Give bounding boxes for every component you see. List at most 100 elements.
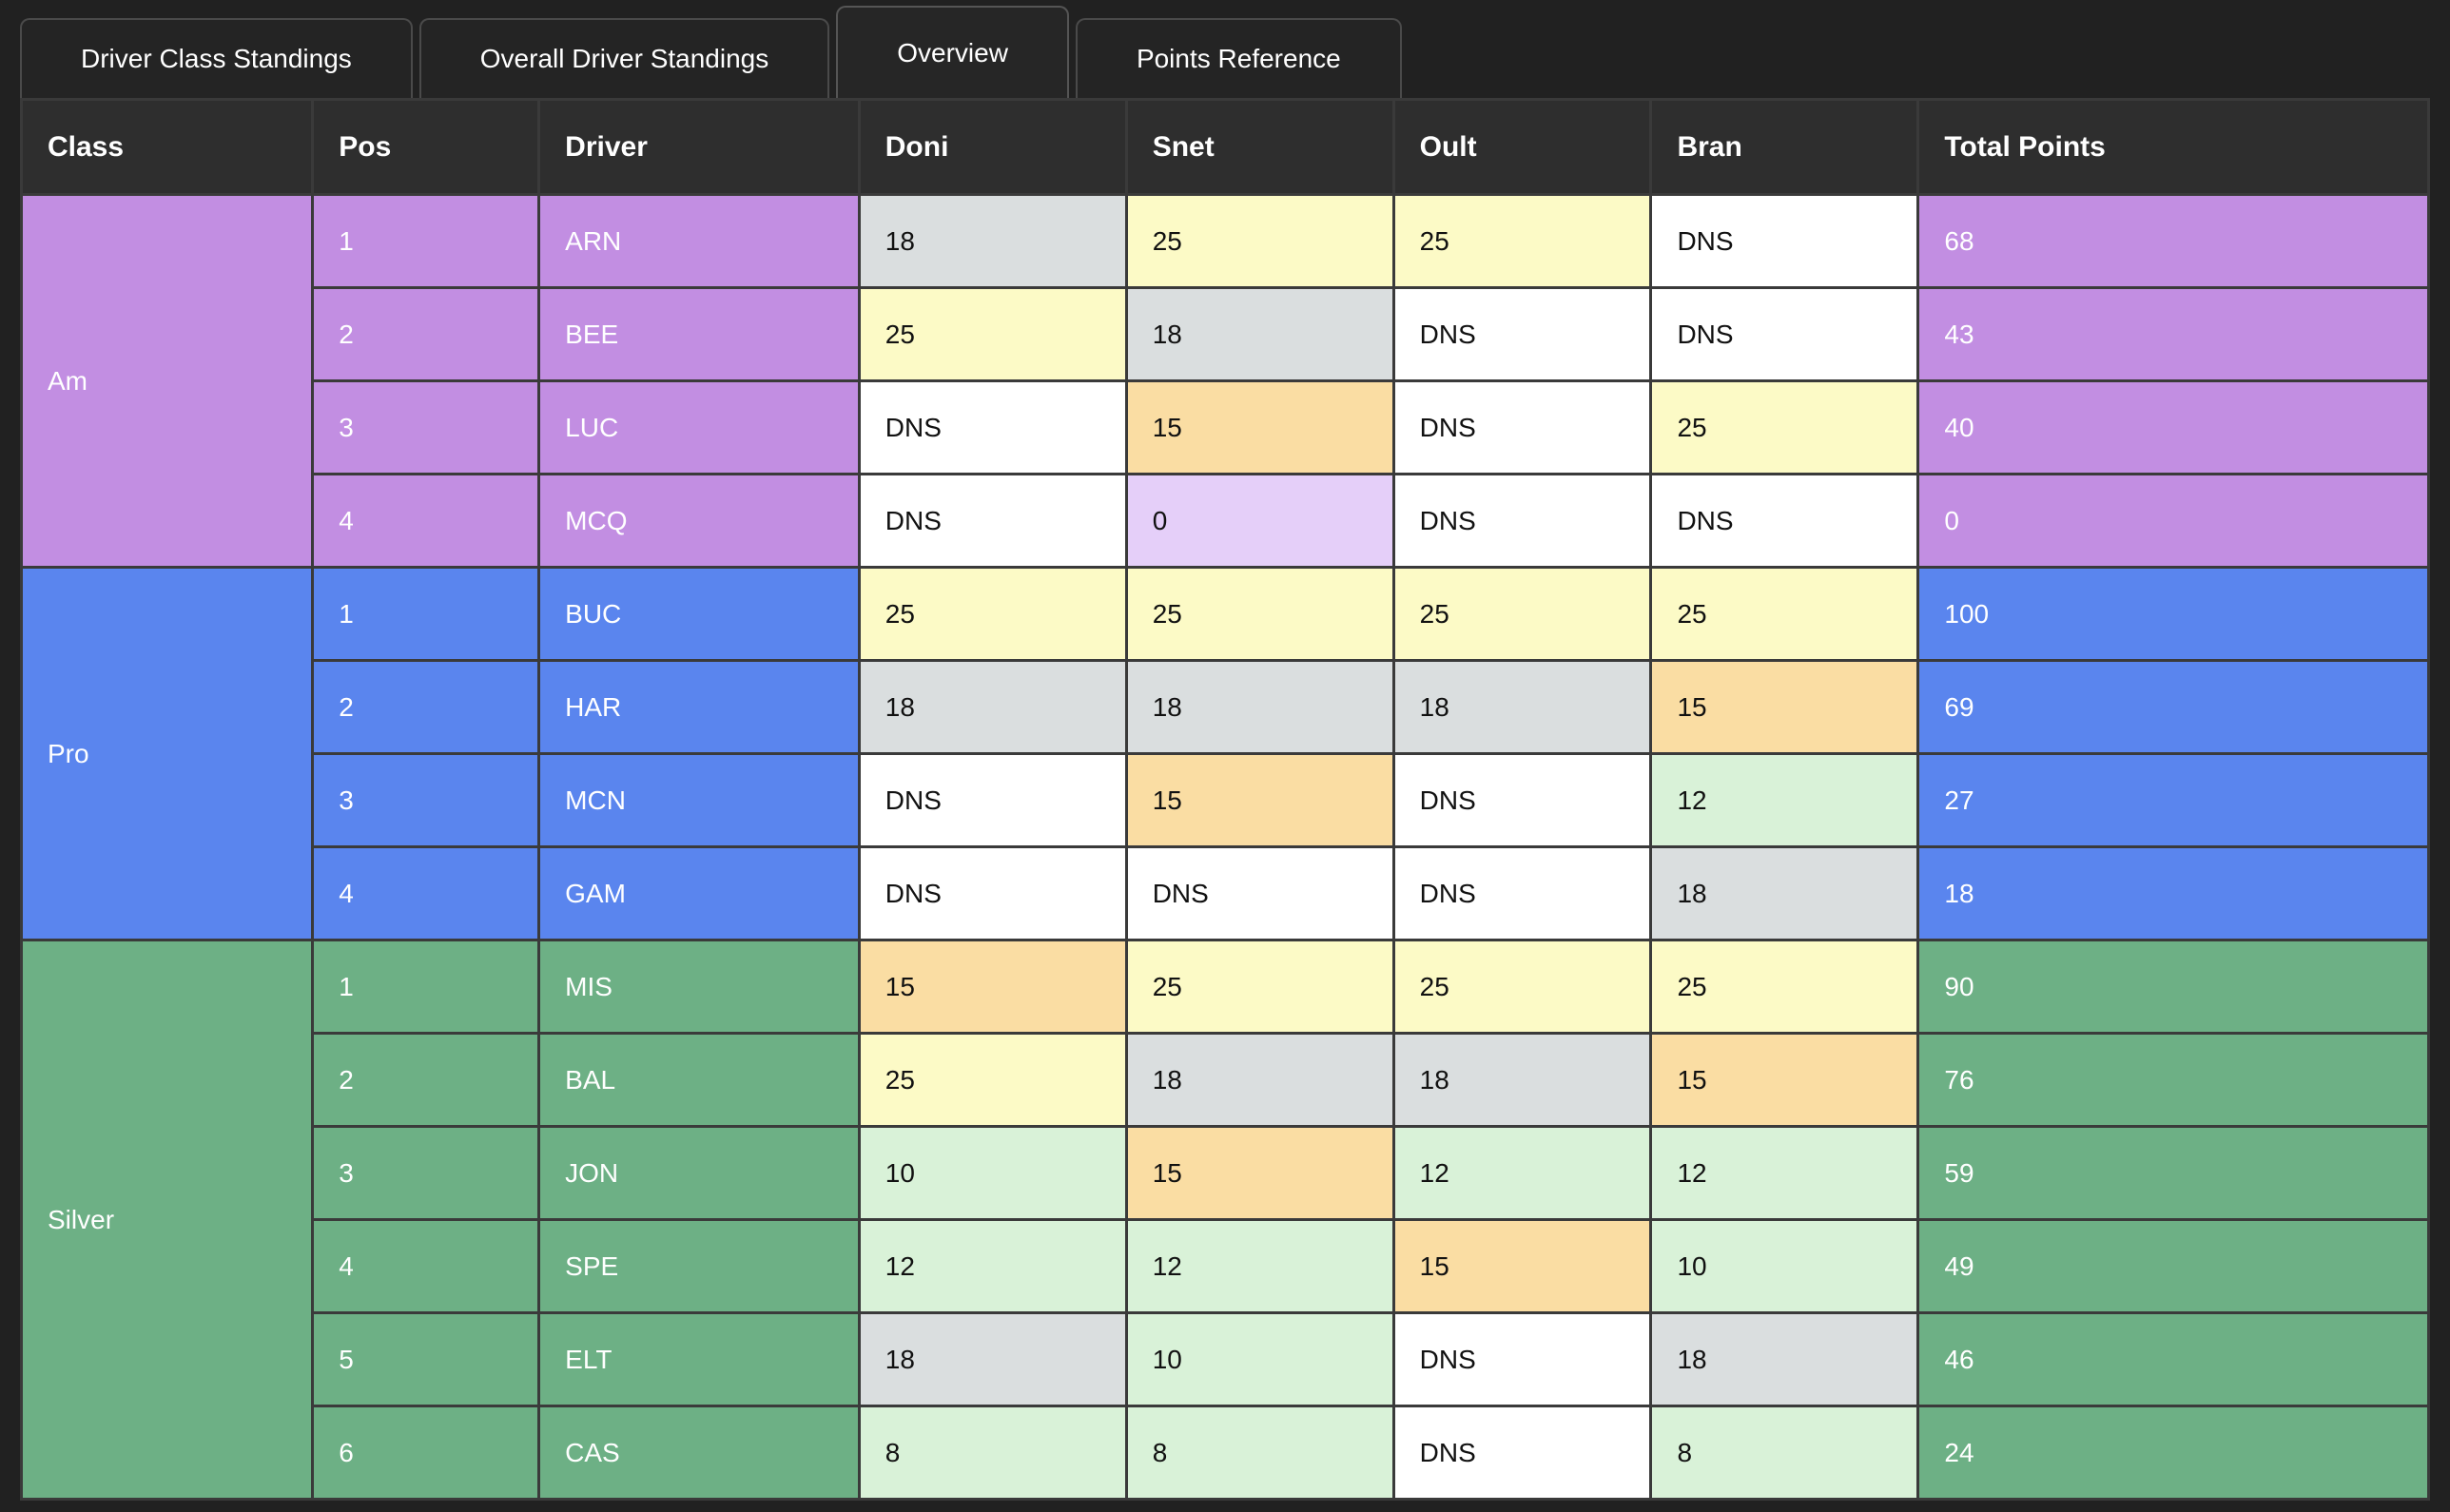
pos-cell: 1 [311,193,541,289]
column-header-class: Class [19,98,315,196]
pos-cell: 3 [311,379,541,475]
score-cell-bran: DNS [1649,286,1920,382]
total-points-cell: 90 [1916,939,2430,1035]
total-points-cell: 68 [1916,193,2430,289]
table-row: 2 BEE 25 18 DNS DNS 43 [22,286,2430,382]
total-points-cell: 27 [1916,752,2430,848]
score-cell-oult: DNS [1391,1311,1653,1407]
pos-cell: 1 [311,939,541,1035]
driver-cell: MIS [537,939,861,1035]
tab-overview[interactable]: Overview [836,6,1069,98]
pos-cell: 2 [311,659,541,755]
column-header-oult: Oult [1391,98,1653,196]
pos-cell: 4 [311,473,541,569]
score-cell-oult: 25 [1391,566,1653,662]
score-cell-snet: 18 [1124,1032,1395,1128]
driver-cell: JON [537,1125,861,1221]
tab-overall-driver-standings[interactable]: Overall Driver Standings [418,18,830,98]
score-cell-oult: DNS [1391,473,1653,569]
tab-driver-class-standings[interactable]: Driver Class Standings [20,18,413,98]
driver-cell: BEE [537,286,861,382]
score-cell-oult: 25 [1391,939,1653,1035]
score-cell-doni: 10 [857,1125,1128,1221]
driver-cell: MCQ [537,473,861,569]
driver-cell: ELT [537,1311,861,1407]
driver-cell: BAL [537,1032,861,1128]
table-row: 3 MCN DNS 15 DNS 12 27 [22,752,2430,848]
tab-bar: Driver Class Standings Overall Driver Sta… [0,0,2450,98]
score-cell-bran: DNS [1649,193,1920,289]
column-header-driver: Driver [537,98,861,196]
score-cell-bran: 18 [1649,845,1920,941]
score-cell-bran: 12 [1649,752,1920,848]
score-cell-bran: 8 [1649,1405,1920,1501]
score-cell-snet: 15 [1124,1125,1395,1221]
score-cell-bran: 15 [1649,1032,1920,1128]
score-cell-snet: 18 [1124,659,1395,755]
class-cell-am: Am [19,193,315,569]
total-points-cell: 59 [1916,1125,2430,1221]
score-cell-doni: 25 [857,286,1128,382]
pos-cell: 4 [311,1218,541,1314]
score-cell-doni: 12 [857,1218,1128,1314]
score-cell-snet: 25 [1124,939,1395,1035]
column-header-snet: Snet [1124,98,1395,196]
score-cell-bran: 25 [1649,939,1920,1035]
score-cell-doni: 25 [857,1032,1128,1128]
table-row: 3 LUC DNS 15 DNS 25 40 [22,379,2430,475]
driver-cell: GAM [537,845,861,941]
score-cell-oult: 18 [1391,659,1653,755]
score-cell-doni: 18 [857,1311,1128,1407]
total-points-cell: 100 [1916,566,2430,662]
driver-cell: BUC [537,566,861,662]
score-cell-snet: 25 [1124,193,1395,289]
score-cell-doni: 8 [857,1405,1128,1501]
class-cell-silver: Silver [19,939,315,1501]
score-cell-doni: 18 [857,193,1128,289]
table-row: 5 ELT 18 10 DNS 18 46 [22,1311,2430,1407]
score-cell-doni: 25 [857,566,1128,662]
table-row: Silver 1 MIS 15 25 25 25 90 [19,939,2430,1501]
total-points-cell: 43 [1916,286,2430,382]
pos-cell: 2 [311,1032,541,1128]
score-cell-oult: DNS [1391,379,1653,475]
score-cell-snet: 18 [1124,286,1395,382]
table-row: Pro 1 BUC 25 25 25 25 100 [19,566,2430,941]
total-points-cell: 18 [1916,845,2430,941]
score-cell-snet: 8 [1124,1405,1395,1501]
score-cell-oult: 15 [1391,1218,1653,1314]
score-cell-oult: DNS [1391,1405,1653,1501]
total-points-cell: 40 [1916,379,2430,475]
standings-table: Class Pos Driver Doni Snet Oult Bran Total Poin… [19,98,2430,1501]
table-row: 6 CAS 8 8 DNS 8 24 [22,1405,2430,1501]
driver-cell: MCN [537,752,861,848]
score-cell-bran: 10 [1649,1218,1920,1314]
score-cell-oult: DNS [1391,286,1653,382]
score-cell-doni: DNS [857,473,1128,569]
score-cell-bran: 18 [1649,1311,1920,1407]
total-points-cell: 46 [1916,1311,2430,1407]
table-row: 4 GAM DNS DNS DNS 18 18 [22,845,2430,941]
score-cell-bran: 15 [1649,659,1920,755]
pos-cell: 4 [311,845,541,941]
score-cell-snet: 0 [1124,473,1395,569]
table-row: Am 1 ARN 18 25 25 DNS 68 [19,193,2430,569]
score-cell-oult: DNS [1391,752,1653,848]
class-cell-pro: Pro [19,566,315,941]
tab-points-reference[interactable]: Points Reference [1075,18,1402,98]
column-header-bran: Bran [1649,98,1920,196]
column-header-pos: Pos [311,98,541,196]
score-cell-oult: 12 [1391,1125,1653,1221]
total-points-cell: 49 [1916,1218,2430,1314]
score-cell-snet: DNS [1124,845,1395,941]
score-cell-doni: DNS [857,845,1128,941]
total-points-cell: 0 [1916,473,2430,569]
pos-cell: 3 [311,1125,541,1221]
score-cell-bran: 12 [1649,1125,1920,1221]
score-cell-bran: 25 [1649,379,1920,475]
pos-cell: 2 [311,286,541,382]
header-row: Class Pos Driver Doni Snet Oult Bran Total Poin… [19,98,2430,196]
column-header-doni: Doni [857,98,1128,196]
driver-cell: LUC [537,379,861,475]
column-header-total-points: Total Points [1916,98,2430,196]
